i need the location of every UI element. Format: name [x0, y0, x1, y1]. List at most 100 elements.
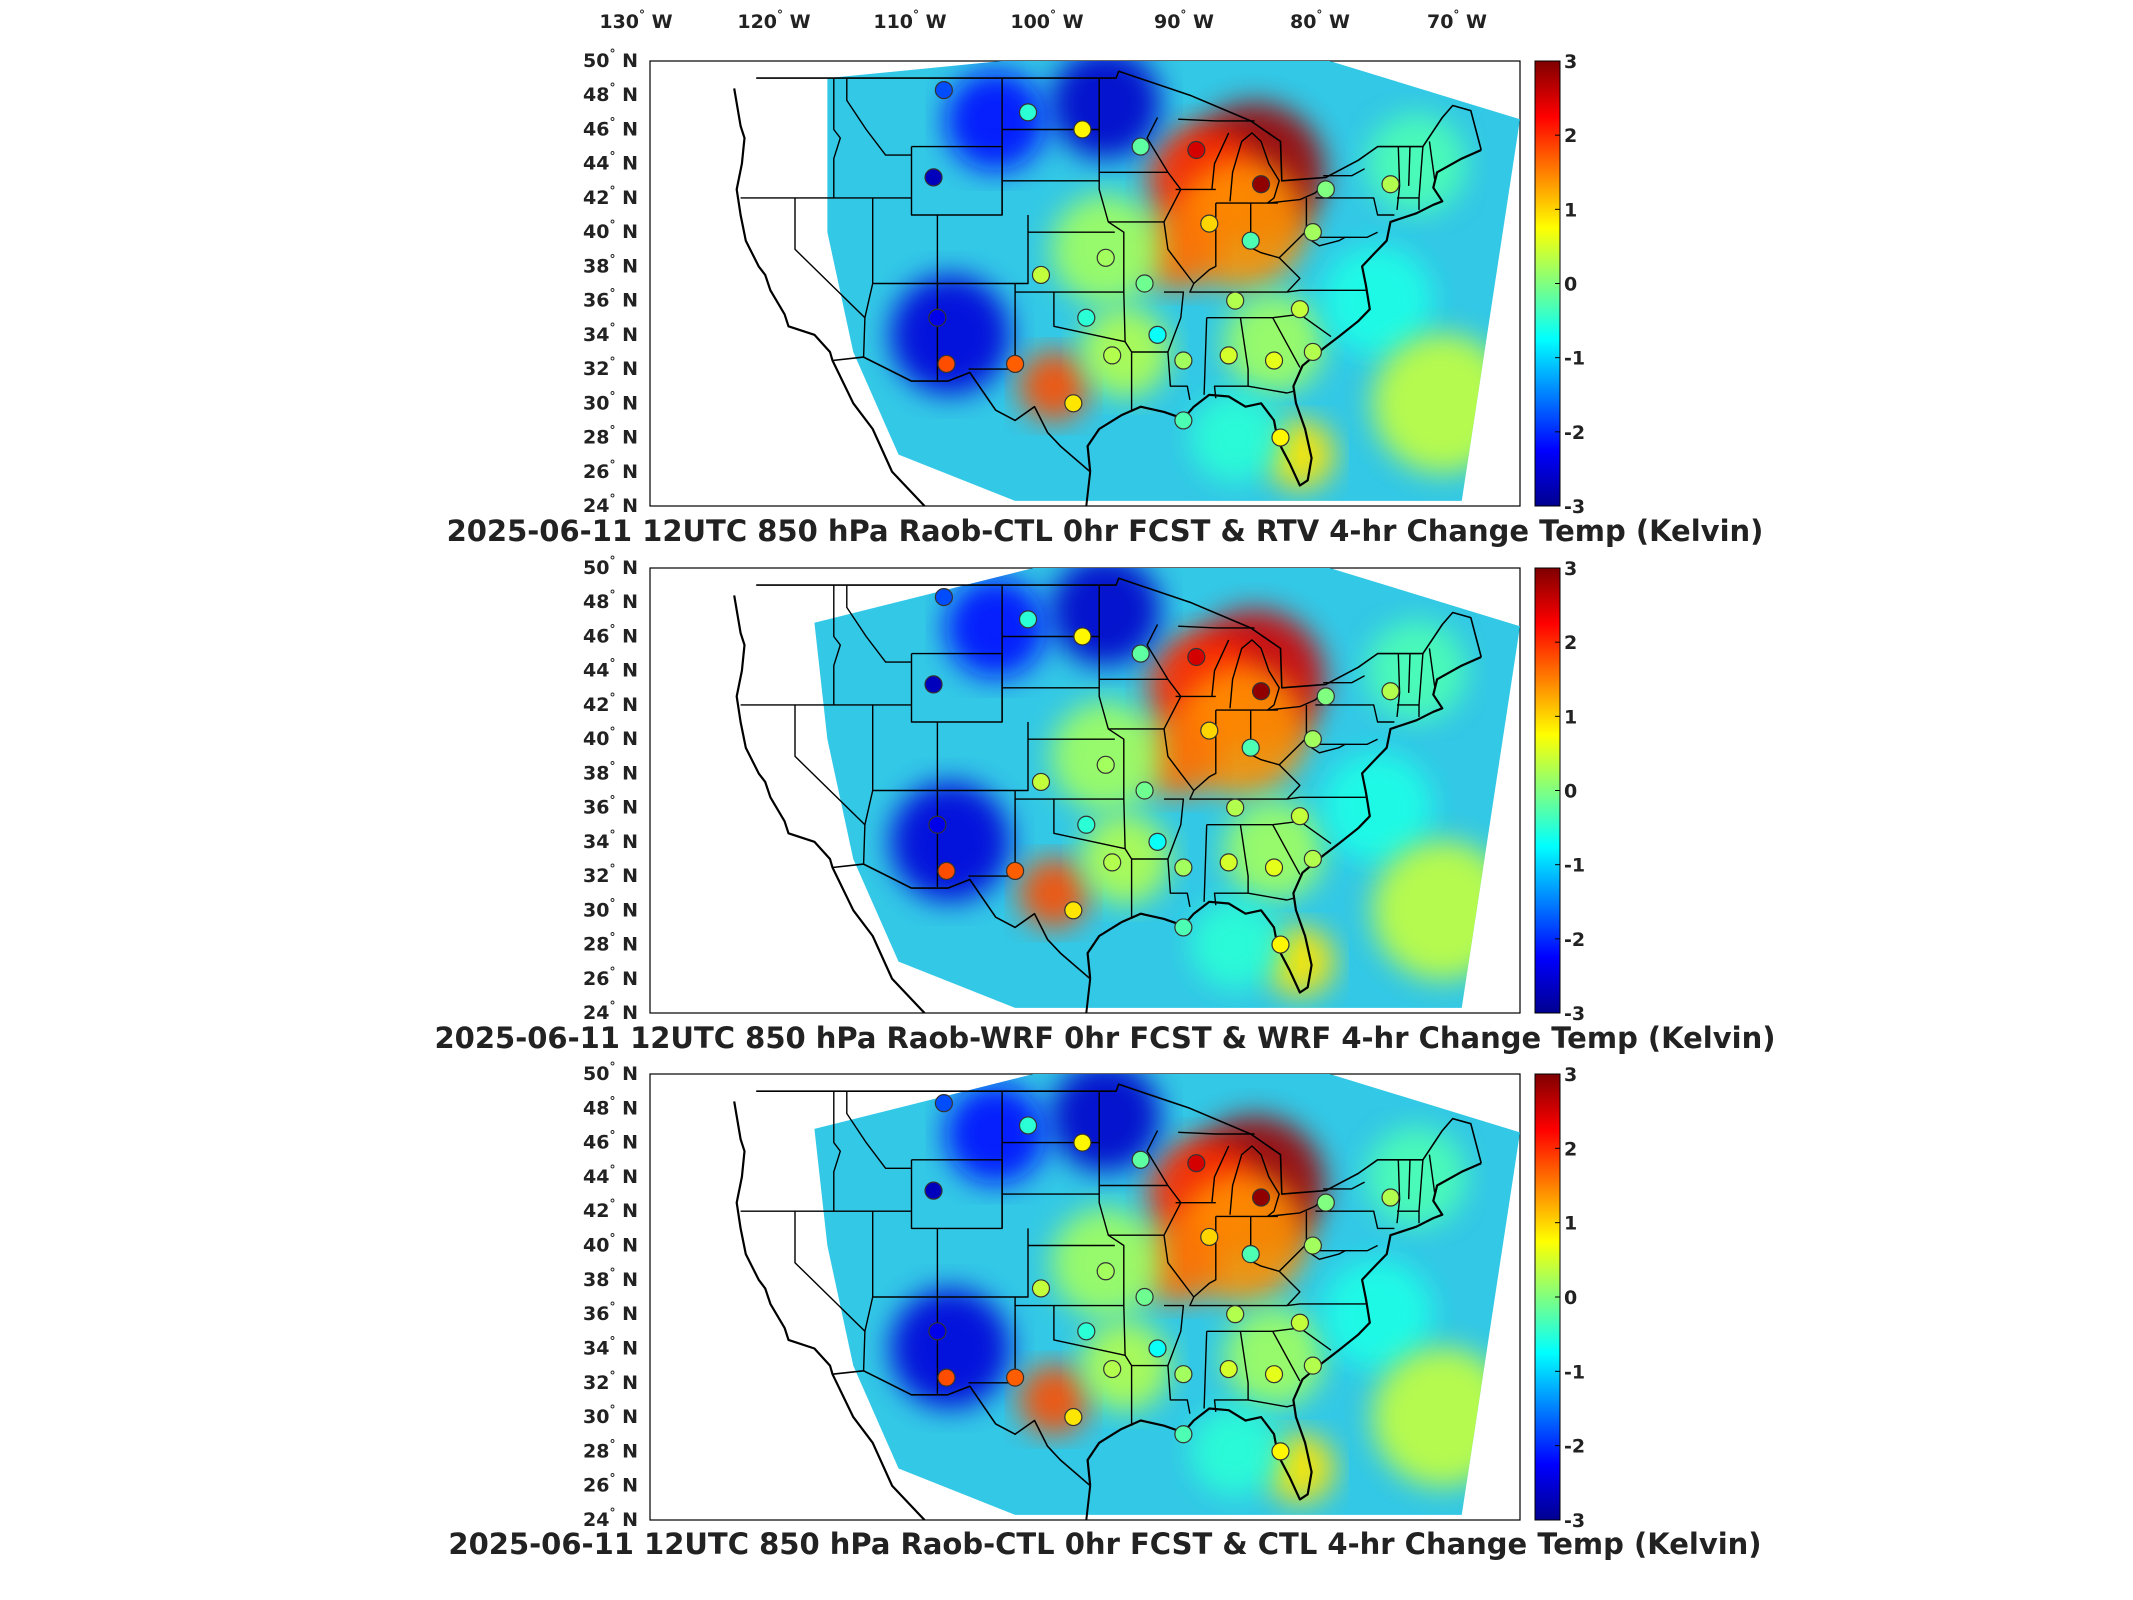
- state-boundary: [862, 283, 874, 358]
- state-boundary: [1108, 624, 1182, 730]
- lat-label: 24° N: [583, 492, 638, 517]
- state-boundary: [1203, 1331, 1208, 1409]
- lat-label: 30° N: [583, 896, 638, 921]
- state-boundary: [1193, 710, 1217, 792]
- station-marker: [928, 1322, 947, 1341]
- state-boundary: [1428, 648, 1436, 687]
- lat-label: 48° N: [583, 81, 638, 106]
- station-marker: [928, 815, 947, 834]
- station-marker: [924, 675, 943, 694]
- state-boundary: [1315, 1210, 1395, 1230]
- station-marker: [1031, 772, 1051, 792]
- station-marker: [937, 861, 956, 881]
- state-boundary: [1396, 653, 1401, 717]
- state-boundary: [937, 1228, 1029, 1298]
- mexico-border: [832, 356, 1091, 473]
- station-marker: [1096, 248, 1115, 267]
- station-marker: [1174, 1365, 1193, 1384]
- lat-label: 28° N: [583, 931, 638, 956]
- colorbar-tick-label: 1: [1564, 199, 1577, 221]
- lat-label: 34° N: [583, 1334, 638, 1359]
- state-boundary: [1229, 132, 1280, 204]
- state-boundary: [1396, 146, 1401, 210]
- station-marker: [1103, 346, 1122, 365]
- pacific-coastline: [733, 595, 926, 1013]
- colorbar-tick-label: -1: [1564, 1361, 1585, 1383]
- station-marker: [1200, 721, 1219, 740]
- lon-label-120: 120° W: [737, 8, 810, 33]
- raob-stations: [924, 80, 1400, 447]
- station-marker: [937, 354, 956, 374]
- state-boundary: [1211, 132, 1230, 190]
- colorbar: 3 2 1 0 -1 -2 -3: [1534, 1064, 1585, 1532]
- mexico-border: [832, 1370, 1091, 1487]
- raob-stations: [924, 587, 1400, 954]
- state-boundary: [1286, 289, 1366, 293]
- station-marker: [924, 168, 943, 187]
- station-marker: [1303, 342, 1322, 362]
- panel-title: 2025-06-11 12UTC 850 hPa Raob-WRF 0hr FC…: [434, 1021, 1775, 1055]
- station-marker: [1064, 901, 1083, 920]
- canada-border: [756, 70, 1482, 182]
- station-marker: [1031, 265, 1051, 285]
- station-marker: [1251, 175, 1271, 194]
- station-marker: [1264, 351, 1284, 370]
- station-marker: [1303, 1356, 1322, 1375]
- lat-label: 50° N: [583, 1060, 638, 1085]
- colorbar-tick-label: -3: [1564, 496, 1585, 518]
- station-marker: [1018, 610, 1038, 629]
- station-marker: [1187, 647, 1206, 667]
- state-boundary: [1428, 1154, 1436, 1193]
- station-marker: [1290, 1313, 1310, 1332]
- lat-label: 46° N: [583, 115, 638, 140]
- lat-label: 24° N: [583, 999, 638, 1024]
- colorbar-tick-label: 1: [1564, 1213, 1577, 1235]
- lat-label: 30° N: [583, 389, 638, 414]
- station-marker: [1264, 1365, 1284, 1384]
- station-marker: [934, 587, 953, 607]
- station-marker: [1290, 807, 1310, 826]
- station-marker: [1174, 351, 1193, 370]
- state-boundary: [1211, 639, 1230, 697]
- station-marker: [1005, 354, 1025, 374]
- station-marker: [1271, 1442, 1290, 1461]
- station-marker: [1187, 140, 1206, 160]
- station-marker: [1316, 180, 1335, 199]
- state-boundary: [1108, 1130, 1182, 1236]
- geographic-boundaries: [733, 70, 1482, 506]
- station-marker: [1064, 394, 1083, 413]
- state-boundary: [1272, 317, 1301, 368]
- state-boundary: [1178, 118, 1255, 122]
- state-boundary: [872, 704, 939, 792]
- lat-label: 32° N: [583, 862, 638, 887]
- panel-ctl: 50° N 48° N 46° N 44° N 42° N 40° N 38° N 36° N…: [448, 1060, 1761, 1561]
- state-boundary: [1131, 858, 1191, 908]
- station-marker: [1219, 853, 1238, 872]
- lat-label: 34° N: [583, 321, 638, 346]
- state-boundary: [846, 78, 912, 156]
- station-marker: [1264, 858, 1284, 877]
- station-marker: [1005, 861, 1025, 881]
- lat-label: 34° N: [583, 828, 638, 853]
- station-marker: [1073, 1133, 1092, 1152]
- station-marker: [1131, 1150, 1150, 1169]
- latitude-labels: 50° N 48° N 46° N 44° N 42° N 40° N 38° N 36° N…: [583, 554, 638, 1024]
- colorbar-tick-label: 3: [1564, 1064, 1577, 1086]
- lon-label-90: 90° W: [1154, 8, 1214, 33]
- station-marker: [1031, 1279, 1051, 1298]
- station-marker: [1018, 103, 1038, 122]
- state-boundary: [1278, 764, 1301, 800]
- station-marker: [1131, 644, 1150, 663]
- state-boundary: [937, 215, 1029, 285]
- state-boundary: [1163, 221, 1287, 293]
- latitude-labels: 50° N 48° N 46° N 44° N 42° N 40° N 38° N 36° N…: [583, 1060, 638, 1531]
- canada-border: [756, 1083, 1482, 1195]
- station-marker: [1241, 231, 1260, 250]
- lat-label: 32° N: [583, 1369, 638, 1394]
- state-boundary: [1164, 1304, 1185, 1366]
- lat-label: 24° N: [583, 1506, 638, 1531]
- station-marker: [1219, 346, 1238, 365]
- station-marker: [1148, 325, 1167, 344]
- station-marker: [1271, 428, 1290, 447]
- lat-label: 36° N: [583, 794, 638, 819]
